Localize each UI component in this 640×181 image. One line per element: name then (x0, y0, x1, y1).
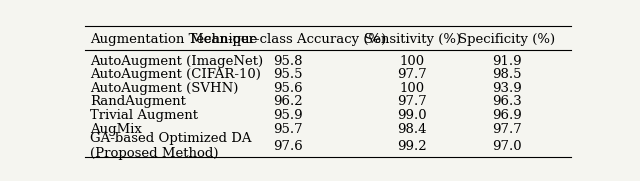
Text: 91.9: 91.9 (492, 55, 522, 68)
Text: 95.5: 95.5 (273, 68, 303, 81)
Text: Mean-per-class Accuracy (%): Mean-per-class Accuracy (%) (190, 33, 387, 46)
Text: 98.4: 98.4 (397, 123, 427, 136)
Text: 93.9: 93.9 (492, 82, 522, 95)
Text: AutoAugment (SVHN): AutoAugment (SVHN) (90, 82, 238, 95)
Text: Augmentation Technique: Augmentation Technique (90, 33, 257, 46)
Text: 98.5: 98.5 (492, 68, 522, 81)
Text: 95.9: 95.9 (273, 109, 303, 122)
Text: 95.6: 95.6 (273, 82, 303, 95)
Text: 97.0: 97.0 (492, 140, 522, 153)
Text: Trivial Augment: Trivial Augment (90, 109, 198, 122)
Text: RandAugment: RandAugment (90, 96, 186, 108)
Text: 95.8: 95.8 (273, 55, 303, 68)
Text: 97.7: 97.7 (492, 123, 522, 136)
Text: 96.3: 96.3 (492, 96, 522, 108)
Text: 99.0: 99.0 (397, 109, 427, 122)
Text: 100: 100 (400, 55, 425, 68)
Text: 100: 100 (400, 82, 425, 95)
Text: 97.7: 97.7 (397, 96, 427, 108)
Text: AutoAugment (ImageNet): AutoAugment (ImageNet) (90, 55, 263, 68)
Text: Specificity (%): Specificity (%) (458, 33, 555, 46)
Text: 96.2: 96.2 (273, 96, 303, 108)
Text: AutoAugment (CIFAR-10): AutoAugment (CIFAR-10) (90, 68, 260, 81)
Text: 96.9: 96.9 (492, 109, 522, 122)
Text: Sensitivity (%): Sensitivity (%) (364, 33, 461, 46)
Text: 95.7: 95.7 (273, 123, 303, 136)
Text: 99.2: 99.2 (397, 140, 427, 153)
Text: 97.7: 97.7 (397, 68, 427, 81)
Text: GA-based Optimized DA
(Proposed Method): GA-based Optimized DA (Proposed Method) (90, 132, 252, 160)
Text: AugMix: AugMix (90, 123, 142, 136)
Text: 97.6: 97.6 (273, 140, 303, 153)
